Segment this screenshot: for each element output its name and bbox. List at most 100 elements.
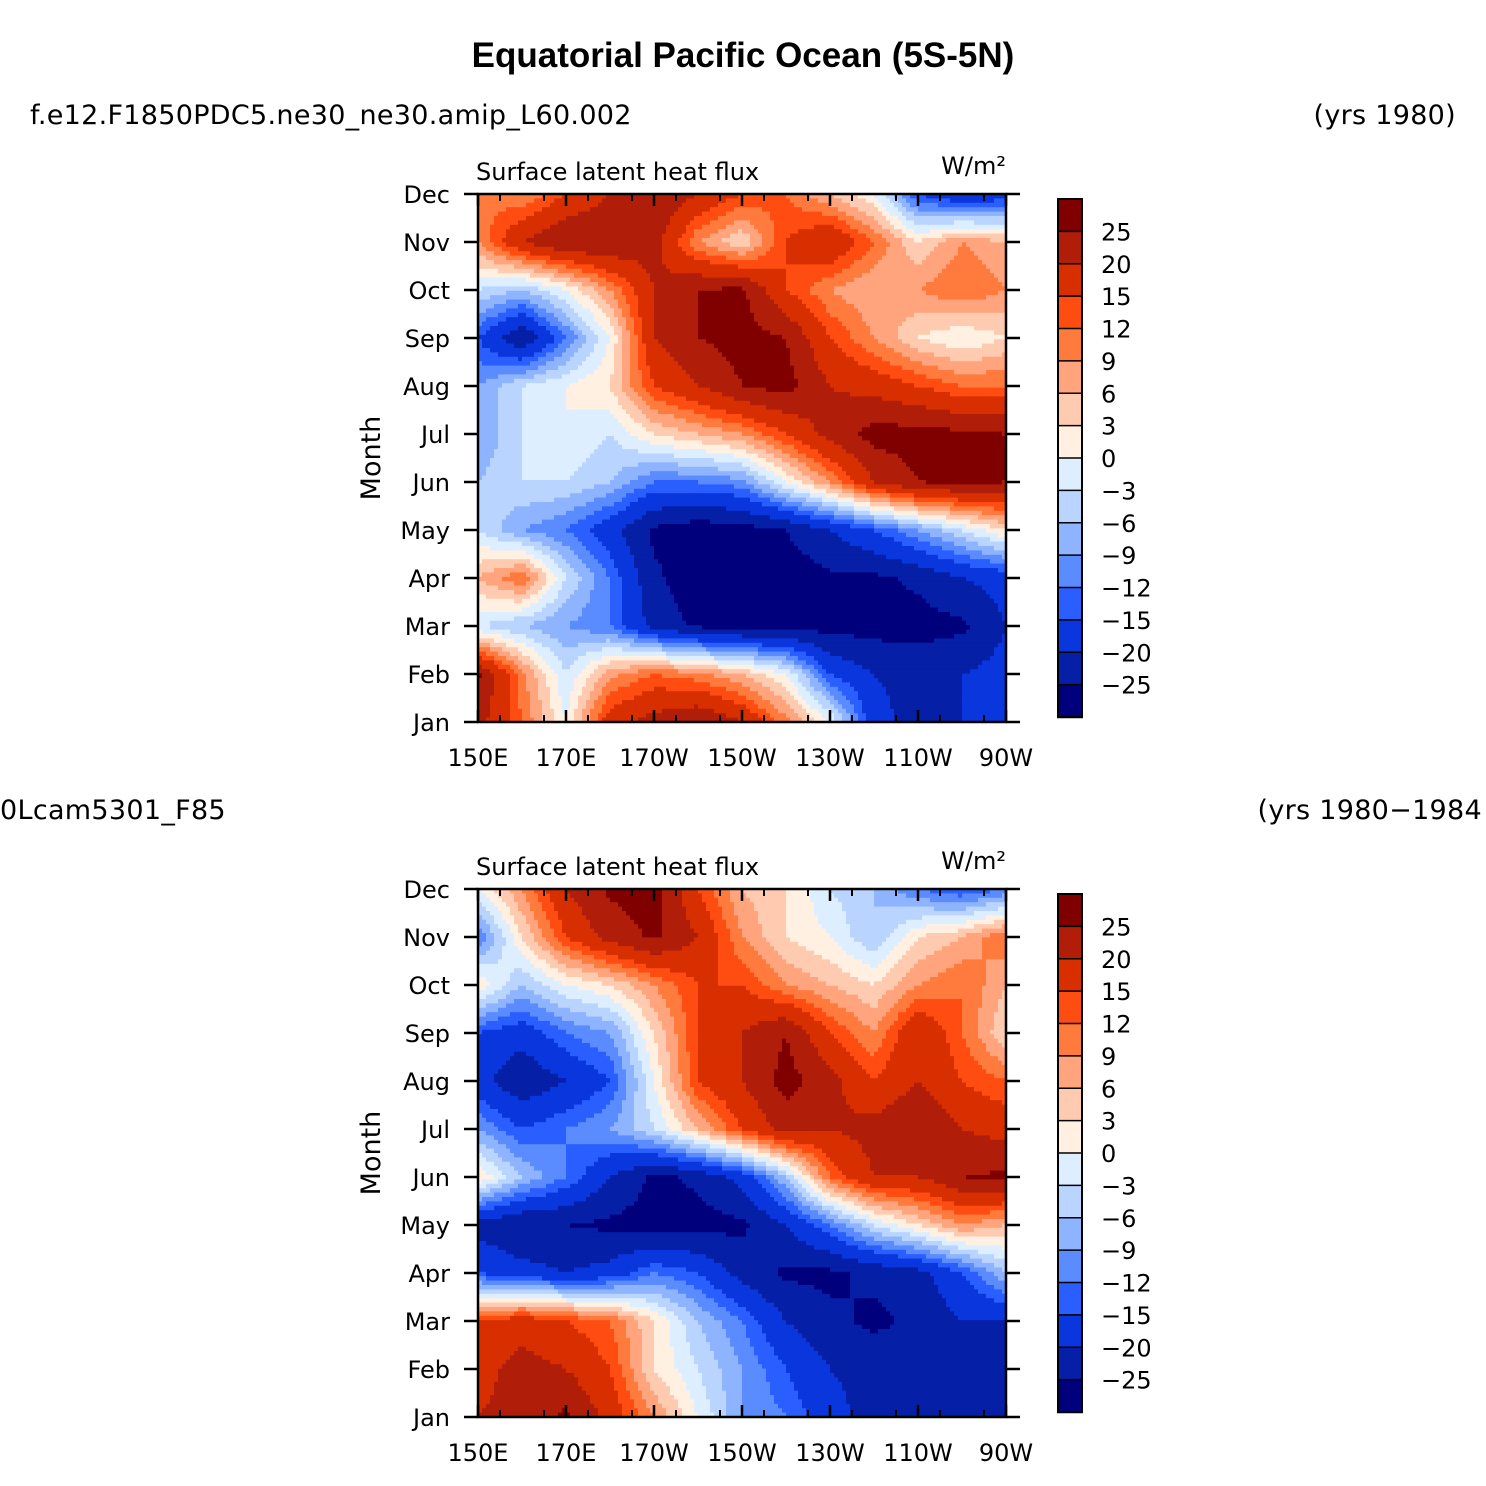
field-cell xyxy=(774,225,779,230)
field-cell xyxy=(950,212,955,217)
field-cell xyxy=(550,207,555,212)
field-cell xyxy=(706,229,711,234)
field-cell xyxy=(610,220,615,225)
field-cell xyxy=(606,207,611,212)
field-cell xyxy=(574,225,579,230)
field-cell xyxy=(770,220,775,225)
field-cell xyxy=(574,203,579,208)
field-cell xyxy=(694,229,699,234)
field-cell xyxy=(878,198,883,203)
field-cell xyxy=(750,229,755,234)
field-cell xyxy=(890,203,895,208)
field-cell xyxy=(498,225,503,230)
field-cell xyxy=(702,212,707,217)
field-cell xyxy=(890,207,895,212)
field-cell xyxy=(966,198,971,203)
field-cell xyxy=(822,207,827,212)
field-cell xyxy=(602,220,607,225)
field-cell xyxy=(706,220,711,225)
field-cell xyxy=(990,216,995,221)
field-cell xyxy=(626,212,631,217)
field-cell xyxy=(506,212,511,217)
field-cell xyxy=(634,225,639,230)
field-cell xyxy=(562,216,567,221)
field-cell xyxy=(894,216,899,221)
field-cell xyxy=(898,216,903,221)
field-cell xyxy=(782,225,787,230)
field-cell xyxy=(554,220,559,225)
field-cell xyxy=(814,198,819,203)
field-cell xyxy=(514,212,519,217)
field-cell xyxy=(710,207,715,212)
field-cell xyxy=(806,220,811,225)
field-cell xyxy=(806,225,811,230)
field-cell xyxy=(962,216,967,221)
field-cell xyxy=(758,198,763,203)
field-cell xyxy=(914,212,919,217)
field-cell xyxy=(774,216,779,221)
field-cell xyxy=(910,212,915,217)
field-cell xyxy=(602,225,607,230)
field-cell xyxy=(998,207,1003,212)
field-cell xyxy=(994,225,999,230)
field-cell xyxy=(690,216,695,221)
field-cell xyxy=(942,225,947,230)
field-cell xyxy=(862,229,867,234)
field-cell xyxy=(970,207,975,212)
field-cell xyxy=(826,229,831,234)
field-cell xyxy=(714,212,719,217)
field-cell xyxy=(686,220,691,225)
field-cell xyxy=(938,216,943,221)
field-cell xyxy=(882,225,887,230)
field-cell xyxy=(706,203,711,208)
field-cell xyxy=(566,212,571,217)
field-cell xyxy=(682,220,687,225)
field-cell xyxy=(838,229,843,234)
field-cell xyxy=(942,207,947,212)
field-cell xyxy=(954,220,959,225)
field-cell xyxy=(854,225,859,230)
field-cell xyxy=(482,203,487,208)
field-cell xyxy=(930,216,935,221)
field-cell xyxy=(794,216,799,221)
field-cell xyxy=(714,225,719,230)
field-cell xyxy=(514,229,519,234)
field-cell xyxy=(834,220,839,225)
field-cell xyxy=(634,229,639,234)
field-cell xyxy=(486,212,491,217)
field-cell xyxy=(938,212,943,217)
field-cell xyxy=(862,220,867,225)
field-cell xyxy=(714,203,719,208)
field-cell xyxy=(642,198,647,203)
field-cell xyxy=(494,207,499,212)
field-cell xyxy=(834,225,839,230)
field-cell xyxy=(618,229,623,234)
field-cell xyxy=(606,220,611,225)
field-cell xyxy=(858,225,863,230)
field-cell xyxy=(778,212,783,217)
field-cell xyxy=(614,225,619,230)
field-cell xyxy=(990,198,995,203)
field-cell xyxy=(966,225,971,230)
field-cell xyxy=(530,203,535,208)
field-cell xyxy=(954,207,959,212)
field-cell xyxy=(738,225,743,230)
field-cell xyxy=(766,198,771,203)
field-cell xyxy=(610,203,615,208)
field-cell xyxy=(582,216,587,221)
field-cell xyxy=(530,229,535,234)
field-cell xyxy=(818,229,823,234)
field-cell xyxy=(534,212,539,217)
field-cell xyxy=(878,220,883,225)
field-cell xyxy=(674,229,679,234)
field-cell xyxy=(974,220,979,225)
field-cell xyxy=(806,203,811,208)
field-cell xyxy=(662,220,667,225)
field-cell xyxy=(746,198,751,203)
field-cell xyxy=(970,212,975,217)
field-cell xyxy=(838,216,843,221)
field-cell xyxy=(826,207,831,212)
field-cell xyxy=(782,212,787,217)
field-cell xyxy=(570,203,575,208)
field-cell xyxy=(742,207,747,212)
